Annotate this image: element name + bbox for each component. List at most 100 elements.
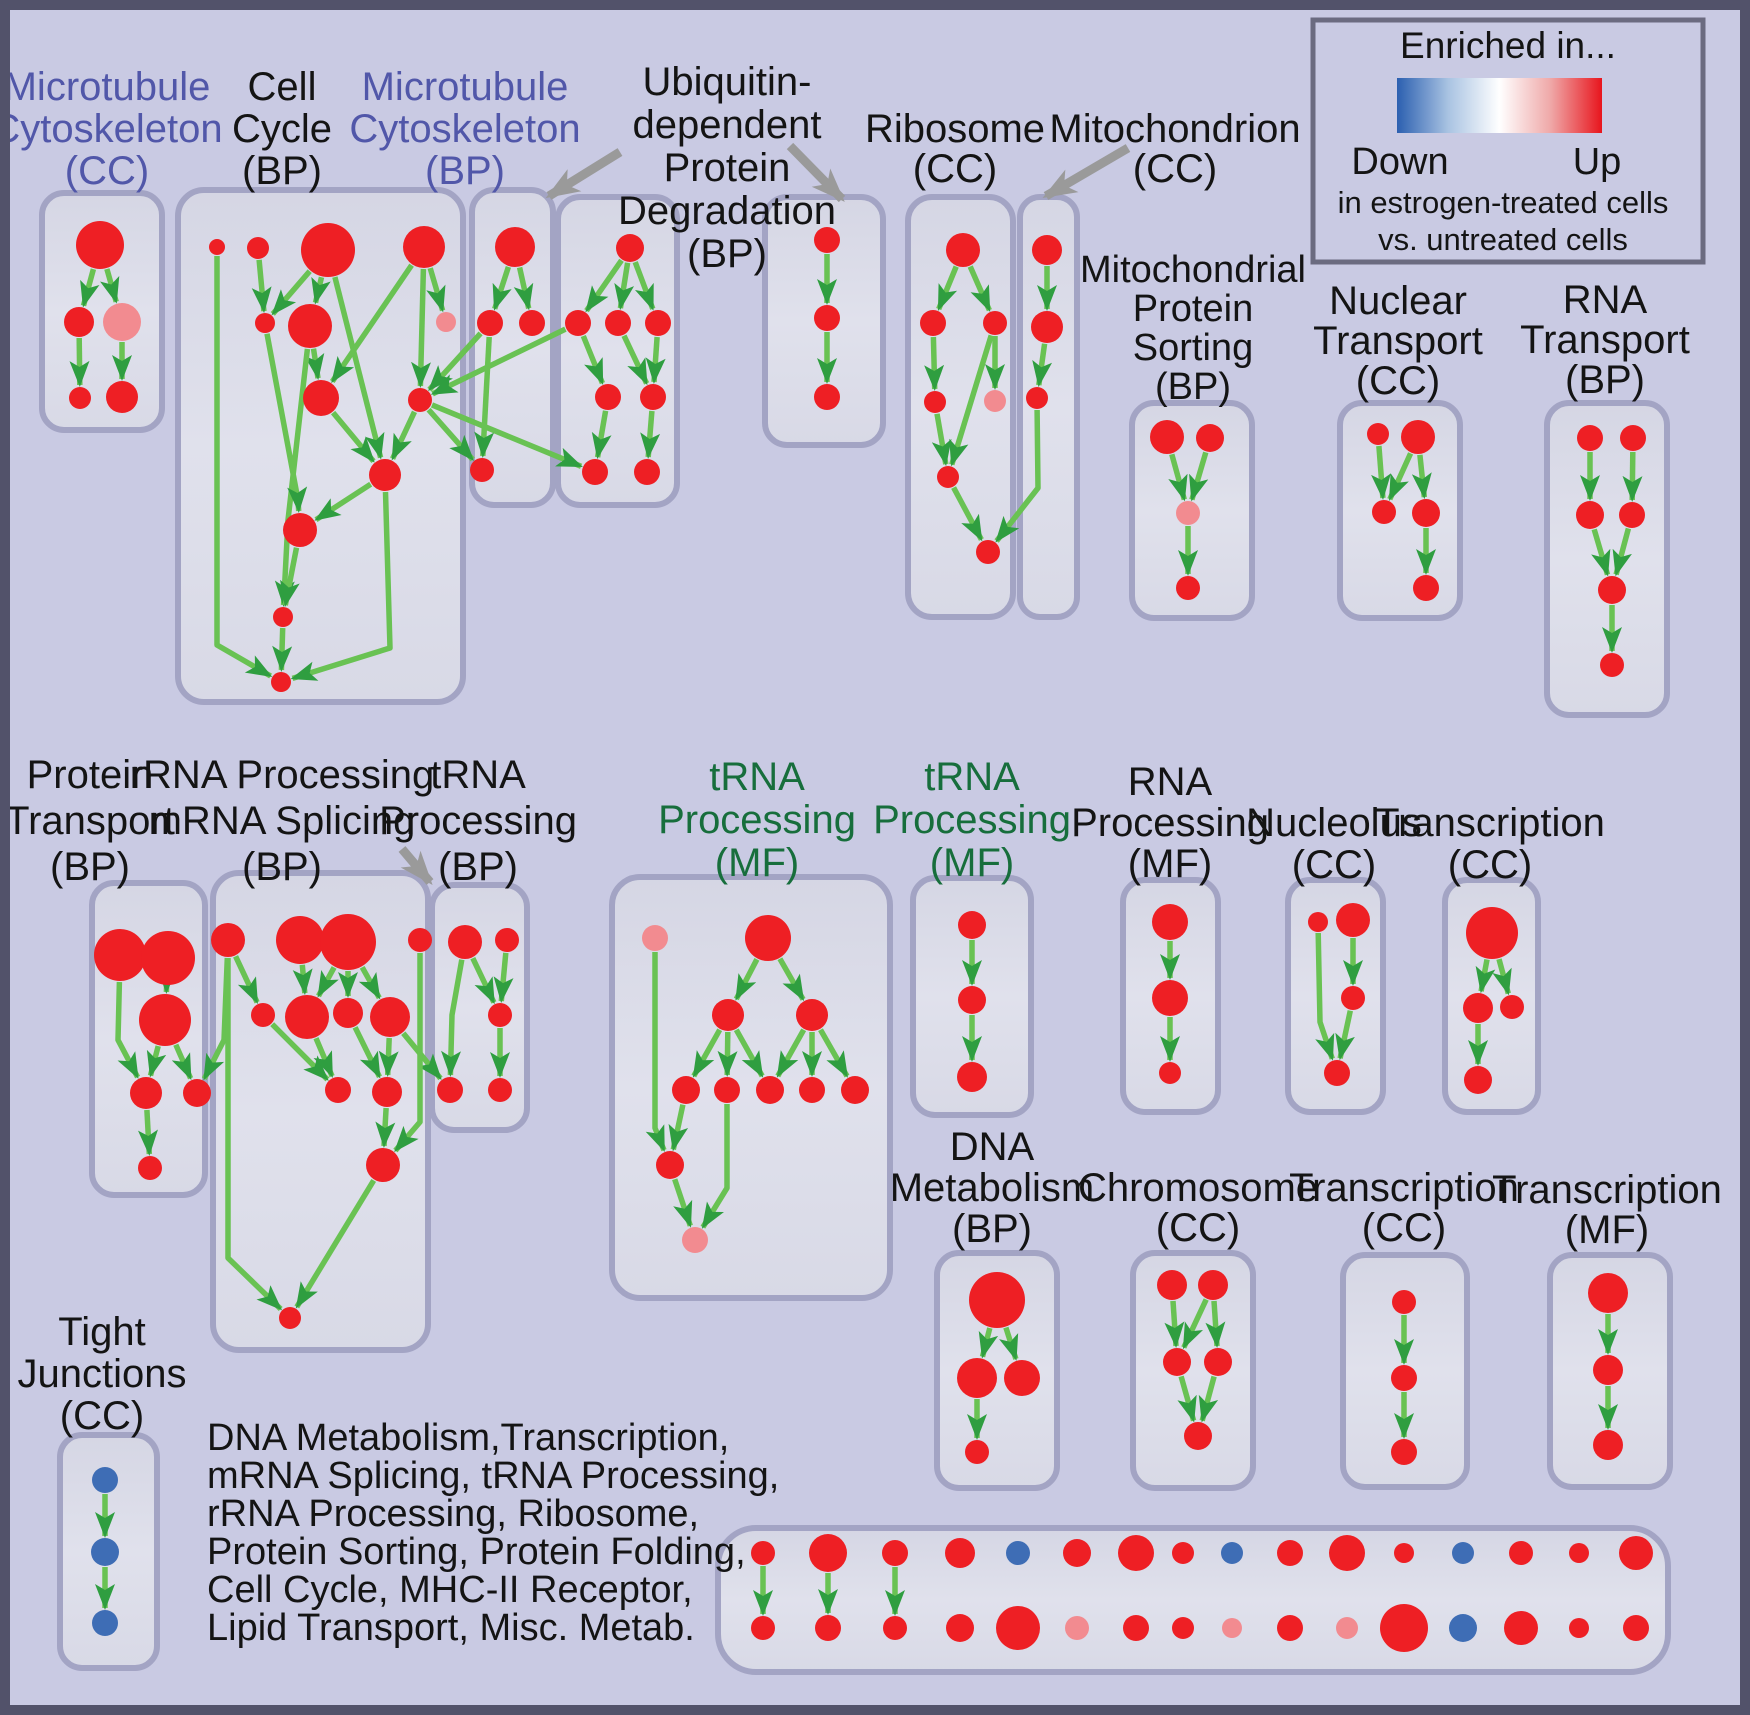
go-term-node-l2: [276, 916, 324, 964]
legend-title: Enriched in...: [1400, 25, 1616, 66]
go-term-node-q2: [1463, 993, 1493, 1023]
go-term-node-l9: [325, 1077, 351, 1103]
hierarchy-edge-k1-k4: [115, 981, 141, 1079]
go-term-node-w5t: [1006, 1541, 1030, 1565]
hierarchy-edge-h1-h3: [1168, 453, 1188, 502]
cluster-label-microtubule-cc-line2: (CC): [65, 149, 149, 193]
go-term-node-w15b: [1569, 1618, 1589, 1638]
go-term-node-w9t: [1221, 1542, 1243, 1564]
hierarchy-edge-d1-d4: [632, 261, 656, 311]
legend-down-label: Down: [1351, 141, 1448, 183]
go-term-node-r1: [969, 1272, 1025, 1328]
hierarchy-edge-f1-f2: [936, 265, 959, 311]
go-term-node-w11t: [1329, 1535, 1365, 1571]
go-term-node-t2: [495, 928, 519, 952]
go-term-node-l1: [211, 923, 245, 957]
go-term-node-n3: [301, 223, 355, 277]
cluster-label-chromosome-line0: Chromosome: [1078, 1166, 1318, 1210]
legend-up-label: Up: [1573, 141, 1622, 183]
go-term-node-w7t: [1118, 1535, 1154, 1571]
go-term-node-n6: [288, 304, 332, 348]
go-term-node-n4: [403, 226, 445, 268]
go-term-node-t5: [488, 1078, 512, 1102]
go-term-node-m1: [642, 925, 668, 951]
go-term-node-m5: [672, 1076, 700, 1104]
hierarchy-edge-l6-l9: [313, 1037, 335, 1079]
go-term-node-v1: [92, 1467, 118, 1493]
go-term-node-w4b: [946, 1614, 974, 1642]
go-term-node-f6: [937, 466, 959, 488]
go-term-node-l12: [279, 1307, 301, 1329]
go-term-node-k3: [139, 994, 191, 1046]
hierarchy-edge-t1-t4: [441, 959, 465, 1077]
legend-subtitle-line1: in estrogen-treated cells: [1338, 185, 1669, 220]
go-term-node-k1: [94, 929, 146, 981]
cluster-label-microtubule-cc-line0: Microtubule: [4, 65, 211, 109]
note-text-line4: Cell Cycle, MHC-II Receptor,: [207, 1569, 693, 1611]
cluster-label-trna-bp-line0: tRNA: [430, 753, 526, 797]
go-term-node-h1: [1150, 420, 1184, 454]
hierarchy-edge-n12-n13: [272, 627, 293, 672]
hierarchy-edge-p1-p4: [1315, 932, 1335, 1061]
cluster-label-chromosome-line1: (CC): [1156, 1206, 1240, 1250]
cluster-label-rna-transport-line0: RNA: [1563, 278, 1648, 322]
go-term-node-o1: [1152, 904, 1188, 940]
go-term-node-p4: [1324, 1060, 1350, 1086]
go-term-node-k2: [141, 931, 195, 985]
go-term-node-w15t: [1569, 1543, 1589, 1563]
hierarchy-edge-l10-l11: [375, 1107, 396, 1148]
cluster-label-mitochondrion-line0: Mitochondrion: [1049, 107, 1300, 151]
cluster-label-dna-metabolism-line2: (BP): [952, 1207, 1032, 1251]
go-term-node-w12t: [1394, 1543, 1414, 1563]
go-term-node-l5: [251, 1003, 275, 1027]
go-term-node-q1: [1466, 907, 1518, 959]
cluster-label-dna-metabolism-line0: DNA: [950, 1125, 1035, 1169]
go-term-node-c1: [495, 227, 535, 267]
go-term-node-t1: [448, 925, 482, 959]
hierarchy-edge-m3-m5: [691, 1028, 723, 1078]
go-term-node-h3: [1176, 501, 1200, 525]
note-text-line1: mRNA Splicing, tRNA Processing,: [207, 1455, 779, 1497]
cluster-label-ubiquitin-line3: Degradation: [618, 189, 836, 233]
hierarchy-edge-n3-n10: [332, 276, 385, 460]
go-term-node-l4: [408, 928, 432, 952]
cluster-label-tight-junctions-line2: (CC): [60, 1394, 144, 1438]
go-term-node-r3: [1004, 1360, 1040, 1396]
go-term-node-tc1: [1392, 1290, 1416, 1314]
hierarchy-edge-m3-m7: [733, 1028, 765, 1078]
go-term-node-w4t: [945, 1538, 975, 1568]
hierarchy-edge-s1-s3: [1164, 1300, 1185, 1348]
go-term-node-n8: [303, 380, 339, 416]
go-term-node-k6: [138, 1156, 162, 1180]
cluster-label-rna-transport-line1: Transport: [1520, 318, 1690, 362]
hierarchy-edge-p3-p4: [1335, 1010, 1355, 1061]
cluster-label-protein-transport-line1: Transport: [5, 799, 175, 843]
go-term-node-s5: [1184, 1422, 1212, 1450]
cluster-label-trna-mf-large-line0: tRNA: [709, 755, 805, 799]
go-term-node-j6: [1600, 653, 1624, 677]
go-term-node-w3t: [882, 1540, 908, 1566]
go-term-node-h4: [1176, 576, 1200, 600]
go-term-node-n11: [283, 513, 317, 547]
cluster-label-cell-cycle-line0: Cell: [248, 65, 317, 109]
go-term-node-f5: [984, 390, 1006, 412]
hierarchy-edge-f2-f4: [924, 336, 945, 391]
go-term-node-e3: [814, 384, 840, 410]
go-term-node-p3: [1341, 986, 1365, 1010]
hierarchy-edge-n10-n13: [290, 491, 393, 682]
cluster-label-trna-mf-large-line2: (MF): [715, 841, 799, 885]
cluster-label-ubiquitin-line4: (BP): [687, 232, 767, 276]
hierarchy-edge-d3-d6: [621, 334, 650, 386]
hierarchy-edge-q1-q3: [1492, 958, 1512, 996]
cluster-label-trna-mf-small-line2: (MF): [930, 841, 1014, 885]
go-term-node-v2: [91, 1538, 119, 1566]
go-term-node-tc3: [1391, 1439, 1417, 1465]
go-term-node-w1t: [751, 1541, 775, 1565]
hierarchy-edge-d2-d5: [580, 334, 605, 385]
go-term-node-s2: [1198, 1270, 1228, 1300]
cluster-label-transcription-cc2-line0: Transcription: [1289, 1166, 1519, 1210]
go-term-node-l8: [370, 997, 410, 1037]
